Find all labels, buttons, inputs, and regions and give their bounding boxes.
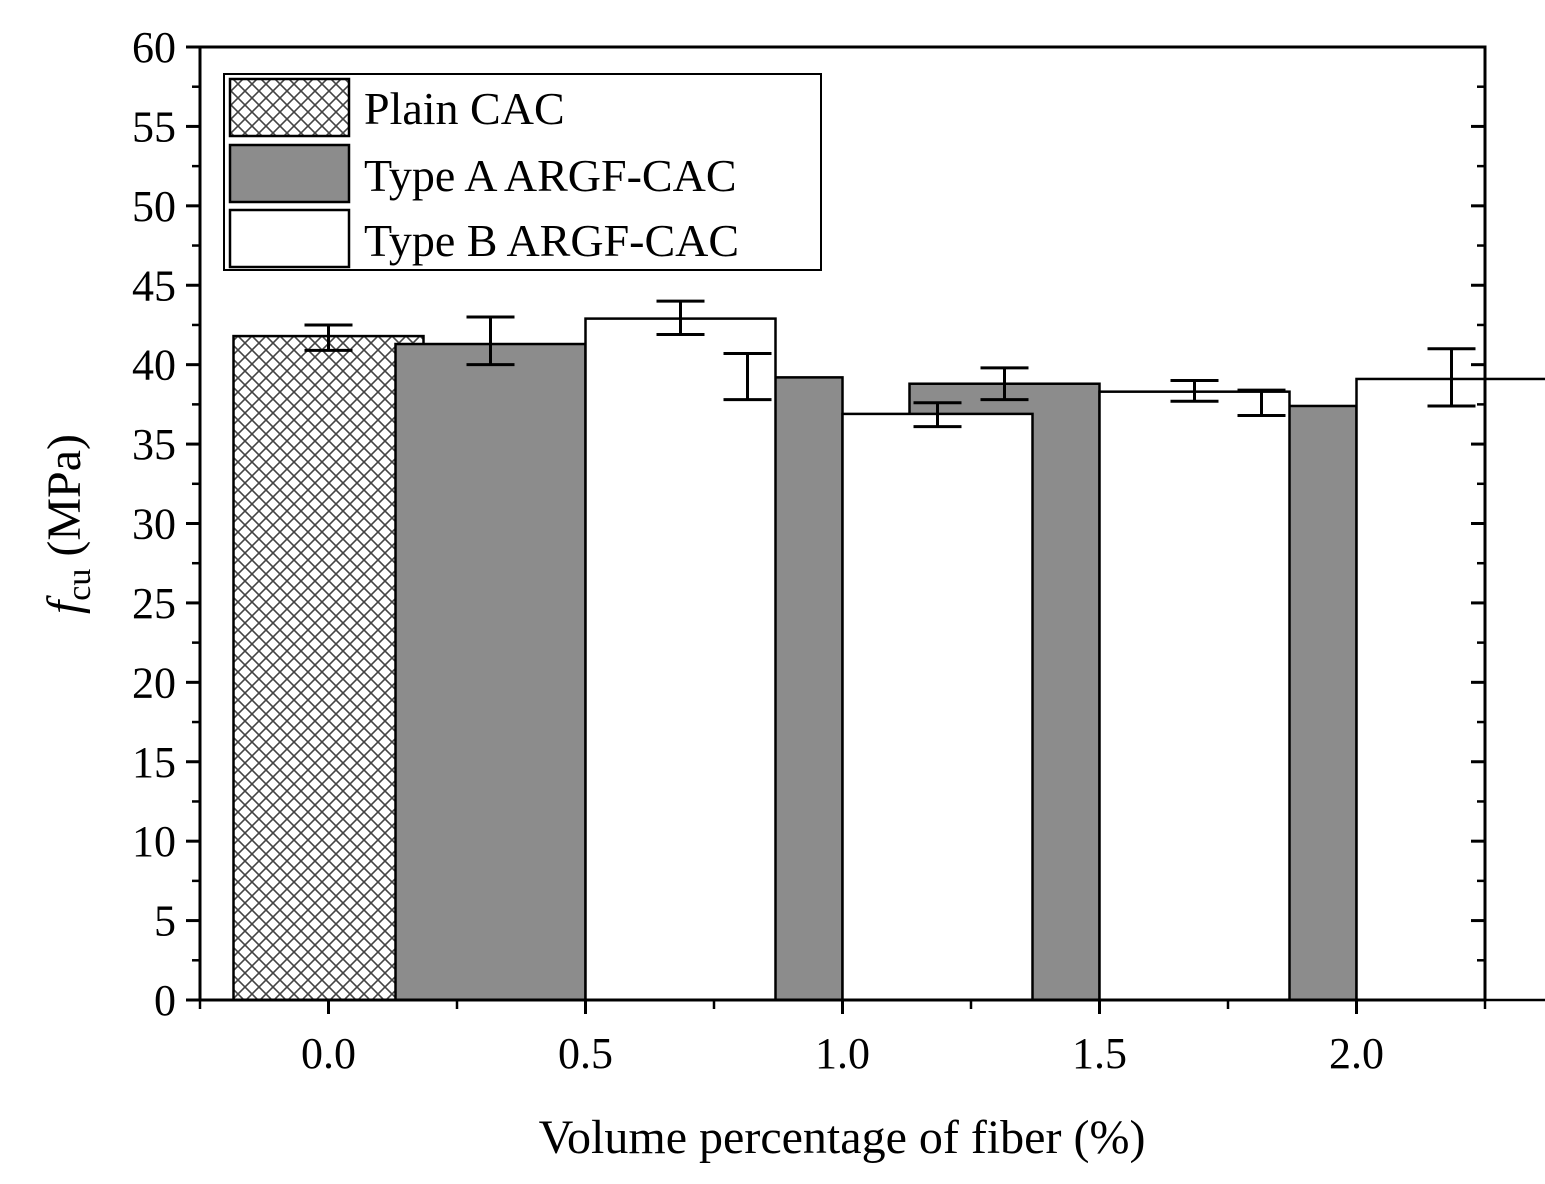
x-tick-label: 2.0 xyxy=(1329,1029,1384,1078)
x-tick-label: 0.0 xyxy=(301,1029,356,1078)
y-tick-label: 15 xyxy=(132,738,176,787)
error-bar-type-a-argf-cac-1 xyxy=(723,352,772,402)
x-tick-labels: 0.0 0.5 1.0 1.5 2.0 xyxy=(301,1029,1384,1078)
bar-type-b-argf-cac-0-5 xyxy=(584,317,777,1002)
bar-type-a-argf-cac-0-5 xyxy=(394,342,587,1002)
legend: Plain CAC Type A ARGF-CAC Type B ARGF-CA… xyxy=(223,73,822,271)
x-axis-title: Volume percentage of fiber (%) xyxy=(539,1111,1146,1164)
bar-plain-cac-0 xyxy=(232,334,425,1002)
legend-label-plain-cac: Plain CAC xyxy=(364,83,565,134)
bar-type-b-argf-cac-2 xyxy=(1355,377,1545,1002)
y-tick-label: 0 xyxy=(154,976,176,1025)
bar-type-b-argf-cac-1 xyxy=(841,412,1034,1002)
x-tick-label: 0.5 xyxy=(558,1029,613,1078)
error-bar-plain-cac-0 xyxy=(304,323,353,352)
legend-label-type-b: Type B ARGF-CAC xyxy=(364,215,739,266)
y-tick-label: 60 xyxy=(132,23,176,72)
y-tick-label: 30 xyxy=(132,500,176,549)
x-tick-label: 1.5 xyxy=(1072,1029,1127,1078)
error-bar-type-b-argf-cac-1-5 xyxy=(1170,379,1219,403)
y-tick-label: 35 xyxy=(132,420,176,469)
y-tick-label: 55 xyxy=(132,102,176,151)
error-bar-type-a-argf-cac-2 xyxy=(1237,388,1286,417)
error-bar-type-b-argf-cac-0-5 xyxy=(656,299,705,336)
error-bars-layer xyxy=(304,299,1476,429)
legend-swatch-plain-cac xyxy=(228,77,351,138)
y-tick-label: 10 xyxy=(132,817,176,866)
y-tick-label: 5 xyxy=(154,897,176,946)
y-tick-label: 50 xyxy=(132,182,176,231)
error-bar-type-b-argf-cac-2 xyxy=(1427,347,1476,408)
axis-ticks xyxy=(186,45,1487,1014)
error-bar-type-a-argf-cac-0-5 xyxy=(466,315,515,367)
legend-label-type-a: Type A ARGF-CAC xyxy=(364,150,737,201)
legend-swatch-type-b xyxy=(228,208,351,269)
y-tick-label: 45 xyxy=(132,261,176,310)
error-bar-type-a-argf-cac-1-5 xyxy=(980,366,1029,402)
y-tick-labels: 0 5 10 15 20 25 30 35 40 45 50 55 60 xyxy=(132,23,176,1025)
bar-type-b-argf-cac-1-5 xyxy=(1098,390,1291,1002)
y-axis-title: fcu(MPa) xyxy=(38,434,98,614)
y-tick-label: 25 xyxy=(132,579,176,628)
x-tick-label: 1.0 xyxy=(815,1029,870,1078)
y-axis-unit: (MPa) xyxy=(38,434,91,557)
legend-swatch-type-a xyxy=(228,143,351,204)
error-bar-type-b-argf-cac-1 xyxy=(913,401,962,429)
y-axis-subscript: cu xyxy=(61,569,98,601)
y-tick-label: 40 xyxy=(132,341,176,390)
bars-layer xyxy=(232,317,1545,1002)
y-tick-label: 20 xyxy=(132,658,176,707)
